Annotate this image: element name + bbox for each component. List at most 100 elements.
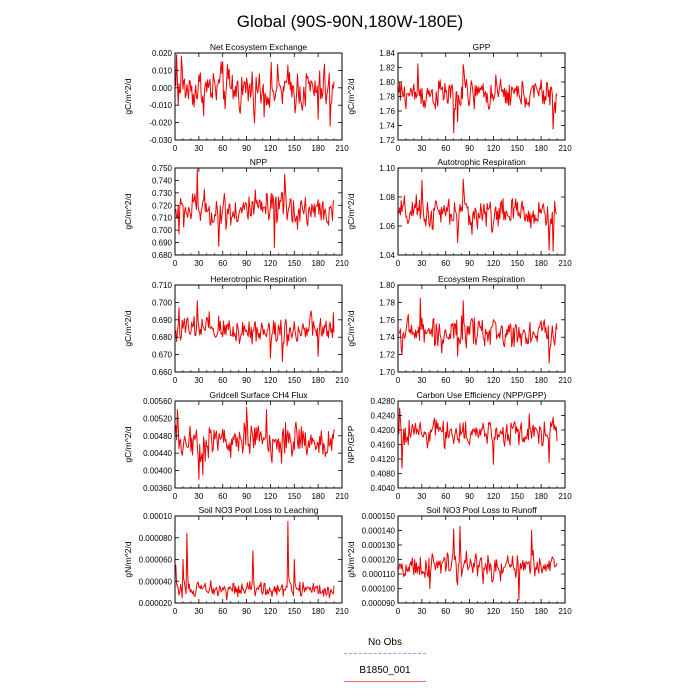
panel-title: GPP [473, 42, 491, 52]
x-tick-label: 30 [417, 376, 426, 385]
y-tick-label: 0.000090 [362, 599, 396, 608]
plot-frame [174, 284, 343, 373]
legend-line-model [344, 681, 426, 682]
panel-3: Autotrophic Respiration gC/m^2/d 0 30 60 90 12… [346, 157, 572, 268]
y-tick-label: 1.84 [379, 49, 395, 58]
y-tick-label: 0.00400 [143, 467, 172, 476]
y-tick-label: 0.000040 [139, 577, 173, 586]
x-tick-label: 0 [396, 144, 401, 153]
figure-title: Global (90S-90N,180W-180E) [237, 12, 463, 31]
y-tick-label: 0.000020 [139, 599, 173, 608]
y-tick-label: 1.80 [379, 78, 395, 87]
legend-line-obs [344, 653, 426, 654]
y-tick-label: 0.00440 [143, 449, 172, 458]
panel-title: Gridcell Surface CH4 Flux [209, 390, 308, 400]
x-tick-label: 150 [288, 607, 302, 616]
x-tick-label: 120 [487, 376, 501, 385]
x-tick-label: 180 [311, 259, 325, 268]
x-tick-label: 0 [173, 259, 178, 268]
y-tick-label: 0.700 [152, 298, 173, 307]
x-tick-label: 180 [534, 607, 548, 616]
y-tick-label: 1.74 [379, 333, 395, 342]
x-tick-label: 60 [218, 607, 227, 616]
y-axis-label: gC/m^2/d [123, 426, 133, 462]
y-tick-label: 1.82 [379, 64, 395, 73]
x-tick-label: 120 [487, 144, 501, 153]
x-tick-label: 90 [242, 376, 251, 385]
panel-5: Ecosystem Respiration gC/m^2/d 0 30 60 90 120 1… [346, 274, 572, 385]
x-tick-label: 120 [264, 259, 278, 268]
panels: Net Ecosystem Exchange gC/m^2/d 0 30 60 90 120… [123, 42, 572, 616]
x-tick-label: 30 [417, 259, 426, 268]
x-tick-label: 0 [396, 492, 401, 501]
y-axis-label: gN/m^2/d [123, 541, 133, 577]
x-tick-label: 0 [396, 259, 401, 268]
x-tick-label: 210 [335, 376, 349, 385]
y-tick-label: 0.000 [152, 84, 173, 93]
y-tick-label: 1.74 [379, 122, 395, 131]
x-tick-label: 180 [534, 492, 548, 501]
x-tick-label: 30 [417, 492, 426, 501]
legend-entry-obs: No Obs [340, 636, 430, 664]
y-axis-label: NPP/GPP [346, 425, 356, 463]
y-tick-label: 0.750 [152, 164, 173, 173]
panel-title: Ecosystem Respiration [438, 274, 525, 284]
series-line-b1850 [398, 407, 558, 469]
x-tick-label: 120 [264, 492, 278, 501]
legend: No Obs B1850_001 [340, 636, 430, 692]
y-tick-label: 0.680 [152, 333, 173, 342]
x-tick-label: 60 [441, 492, 450, 501]
x-tick-label: 0 [173, 376, 178, 385]
panel-0: Net Ecosystem Exchange gC/m^2/d 0 30 60 90 120… [123, 42, 349, 153]
y-tick-label: 0.4200 [371, 426, 396, 435]
x-tick-label: 180 [534, 144, 548, 153]
x-tick-label: 150 [511, 607, 525, 616]
y-tick-label: 1.78 [379, 93, 395, 102]
x-tick-label: 90 [242, 259, 251, 268]
x-tick-label: 210 [335, 607, 349, 616]
series-line-b1850 [398, 178, 558, 252]
y-tick-label: 0.000080 [139, 534, 173, 543]
x-tick-label: 60 [441, 144, 450, 153]
x-tick-label: 180 [311, 144, 325, 153]
x-tick-label: 210 [335, 144, 349, 153]
series-line-b1850 [175, 300, 335, 363]
legend-label-model: B1850_001 [359, 665, 411, 676]
series-line-b1850 [398, 297, 558, 364]
panel-title: Autotrophic Respiration [437, 157, 526, 167]
x-tick-label: 0 [396, 607, 401, 616]
x-tick-label: 30 [194, 259, 203, 268]
y-tick-label: 1.70 [379, 368, 395, 377]
y-tick-label: 0.710 [152, 281, 173, 290]
y-axis-label: gC/m^2/d [346, 193, 356, 229]
panel-title: NPP [250, 157, 268, 167]
y-tick-label: 0.720 [152, 201, 173, 210]
y-tick-label: 1.76 [379, 316, 395, 325]
y-axis-label: gC/m^2/d [346, 78, 356, 114]
x-tick-label: 180 [534, 259, 548, 268]
y-axis-label: gC/m^2/d [123, 78, 133, 114]
y-tick-label: 0.00360 [143, 484, 172, 493]
plot-frame [397, 400, 566, 489]
plot-frame [397, 52, 566, 141]
x-tick-label: 90 [465, 259, 474, 268]
y-tick-label: 0.700 [152, 226, 173, 235]
y-tick-label: 0.4240 [371, 412, 396, 421]
panel-1: GPP gC/m^2/d 0 30 60 90 120 150 180 210 1.72 1.74 1.… [346, 42, 572, 153]
panel-2: NPP gC/m^2/d 0 30 60 90 120 150 180 210 0.680 0.690… [123, 157, 349, 268]
y-tick-label: 0.020 [152, 49, 173, 58]
y-tick-label: 0.690 [152, 316, 173, 325]
x-tick-label: 210 [558, 492, 572, 501]
panel-title: Soil NO3 Pool Loss to Leaching [198, 505, 318, 515]
x-tick-label: 210 [558, 376, 572, 385]
y-tick-label: 0.4280 [371, 397, 396, 406]
y-tick-label: -0.020 [149, 119, 172, 128]
x-tick-label: 30 [194, 376, 203, 385]
y-tick-label: 0.000110 [362, 570, 395, 579]
x-tick-label: 180 [534, 376, 548, 385]
y-tick-label: 0.660 [152, 368, 173, 377]
y-tick-label: 0.740 [152, 176, 173, 185]
x-tick-label: 30 [194, 144, 203, 153]
x-tick-label: 210 [335, 259, 349, 268]
